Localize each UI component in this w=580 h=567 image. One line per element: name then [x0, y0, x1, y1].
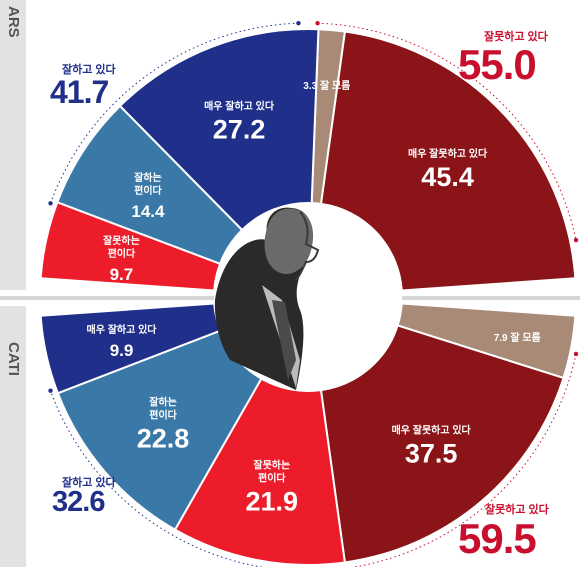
cati-good-total-label: 잘하고 있다 [62, 477, 116, 489]
ars-side-tab: ARS [0, 0, 26, 290]
slice-category-label: 편이다 [108, 247, 136, 260]
ars-bad-guide-endpoint [573, 237, 579, 243]
label-ars-dont-know: 3.3 잘 모름 [303, 80, 350, 92]
label-ars-매우-잘하고-있다: 매우 잘하고 있다 27.2 [204, 99, 275, 144]
cati-good-guide-endpoint [48, 388, 53, 393]
ars-good-guide-endpoint [296, 20, 301, 26]
slice-category-label: 매우 잘못하고 있다 [392, 423, 472, 436]
slice-value-label: 22.8 [137, 423, 190, 453]
ars-good-total-value: 41.7 [50, 74, 109, 110]
label-cati-매우-잘못하고-있다: 매우 잘못하고 있다 37.5 [392, 423, 472, 468]
cati-bad-total-value: 59.5 [458, 515, 537, 562]
ars-bad-guide [317, 22, 577, 241]
slice-category-label: 잘못하는 [253, 459, 290, 472]
label-cati-매우-잘하고-있다: 매우 잘하고 있다 9.9 [87, 323, 158, 360]
cati-good-total-value: 32.6 [52, 486, 105, 518]
label-cati-dont-know: 7.9 잘 모름 [494, 332, 541, 344]
cati-bad-guide-endpoint [573, 351, 579, 357]
cati-bad-guide [351, 353, 577, 567]
ars-good-total-label: 잘하고 있다 [62, 64, 116, 76]
slice-value-label: 9.7 [110, 265, 134, 284]
label-ars-매우-잘못하고-있다: 매우 잘못하고 있다 45.4 [408, 147, 488, 192]
slice-category-label: 편이다 [258, 472, 286, 485]
ars-good-guide-endpoint [48, 201, 53, 206]
slice-value-label: 45.4 [421, 162, 474, 192]
slice-value-label: 14.4 [131, 202, 165, 221]
slice-value-label: 21.9 [246, 487, 299, 517]
slice-category-label: 잘하는 [134, 171, 162, 184]
slice-value-label: 9.9 [110, 341, 134, 360]
slice-value-label: 37.5 [405, 438, 458, 468]
center-photo-placeholder [214, 203, 402, 391]
slice-category-label: 편이다 [149, 408, 177, 421]
cati-side-tab: CATI [0, 306, 26, 567]
slice-category-label: 매우 잘하고 있다 [204, 99, 275, 112]
slice-category-label: 매우 잘못하고 있다 [408, 147, 488, 160]
slice-category-label: 잘못하는 [103, 234, 140, 247]
ars-bad-total-value: 55.0 [458, 41, 537, 88]
slice-category-label: 매우 잘하고 있다 [87, 323, 158, 336]
ars-bad-total-label: 잘못하고 있다 [484, 31, 548, 43]
cati-bad-total-label: 잘못하고 있다 [485, 504, 549, 516]
ars-good-guide [50, 22, 299, 204]
slice-value-label: 27.2 [213, 114, 266, 144]
slice-category-label: 편이다 [134, 184, 162, 197]
ars-bad-guide-endpoint [315, 20, 320, 26]
slice-category-label: 잘하는 [149, 395, 177, 408]
